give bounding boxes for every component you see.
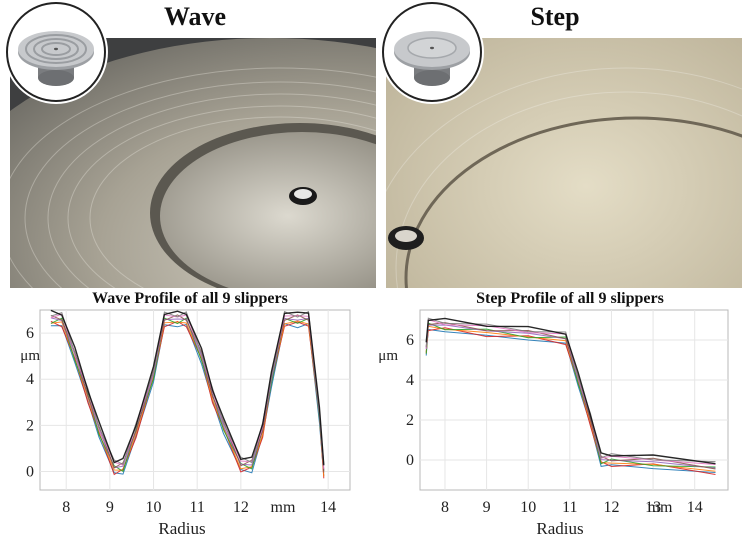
x-tick-label: 9 [483, 499, 491, 516]
x-tick-label: 13 [645, 499, 661, 516]
y-tick-label: 6 [406, 332, 414, 349]
profile-series-line [425, 317, 716, 465]
x-tick-label: 14 [687, 499, 703, 516]
y-tick-label: 0 [406, 452, 414, 469]
y-axis-label: μm [378, 348, 398, 364]
y-tick-label: 6 [26, 325, 34, 342]
x-tick-label: 14 [320, 499, 336, 516]
x-unit-label: mm [648, 499, 673, 516]
step-chart-title: Step Profile of all 9 slippers [476, 290, 664, 307]
x-tick-label: 12 [233, 499, 249, 516]
x-axis-label: Radius [536, 519, 583, 538]
x-tick-label: 10 [520, 499, 536, 516]
y-tick-label: 0 [26, 464, 34, 481]
x-tick-label: 11 [189, 499, 204, 516]
wave-title: Wave [163, 2, 227, 31]
x-tick-label: 9 [106, 499, 114, 516]
wave-chart-title: Wave Profile of all 9 slippers [92, 290, 288, 307]
profile-series-line [50, 309, 325, 466]
x-unit-label: mm [271, 499, 296, 516]
wave-slipper-model-icon [6, 2, 106, 102]
y-tick-label: 4 [406, 372, 414, 389]
x-tick-label: 8 [441, 499, 449, 516]
x-tick-label: 8 [62, 499, 70, 516]
step-slipper-model-icon [382, 2, 482, 102]
x-axis-label: Radius [158, 519, 205, 538]
x-tick-label: 10 [146, 499, 162, 516]
y-tick-label: 2 [406, 412, 414, 429]
step-slipper-photo [386, 38, 742, 288]
profile-series-line [50, 322, 325, 476]
y-axis-label: μm [20, 348, 40, 364]
x-tick-label: 12 [603, 499, 619, 516]
y-tick-label: 4 [26, 371, 34, 388]
y-tick-label: 2 [26, 417, 34, 434]
step-title: Step [530, 2, 580, 31]
x-tick-label: 11 [562, 499, 577, 516]
